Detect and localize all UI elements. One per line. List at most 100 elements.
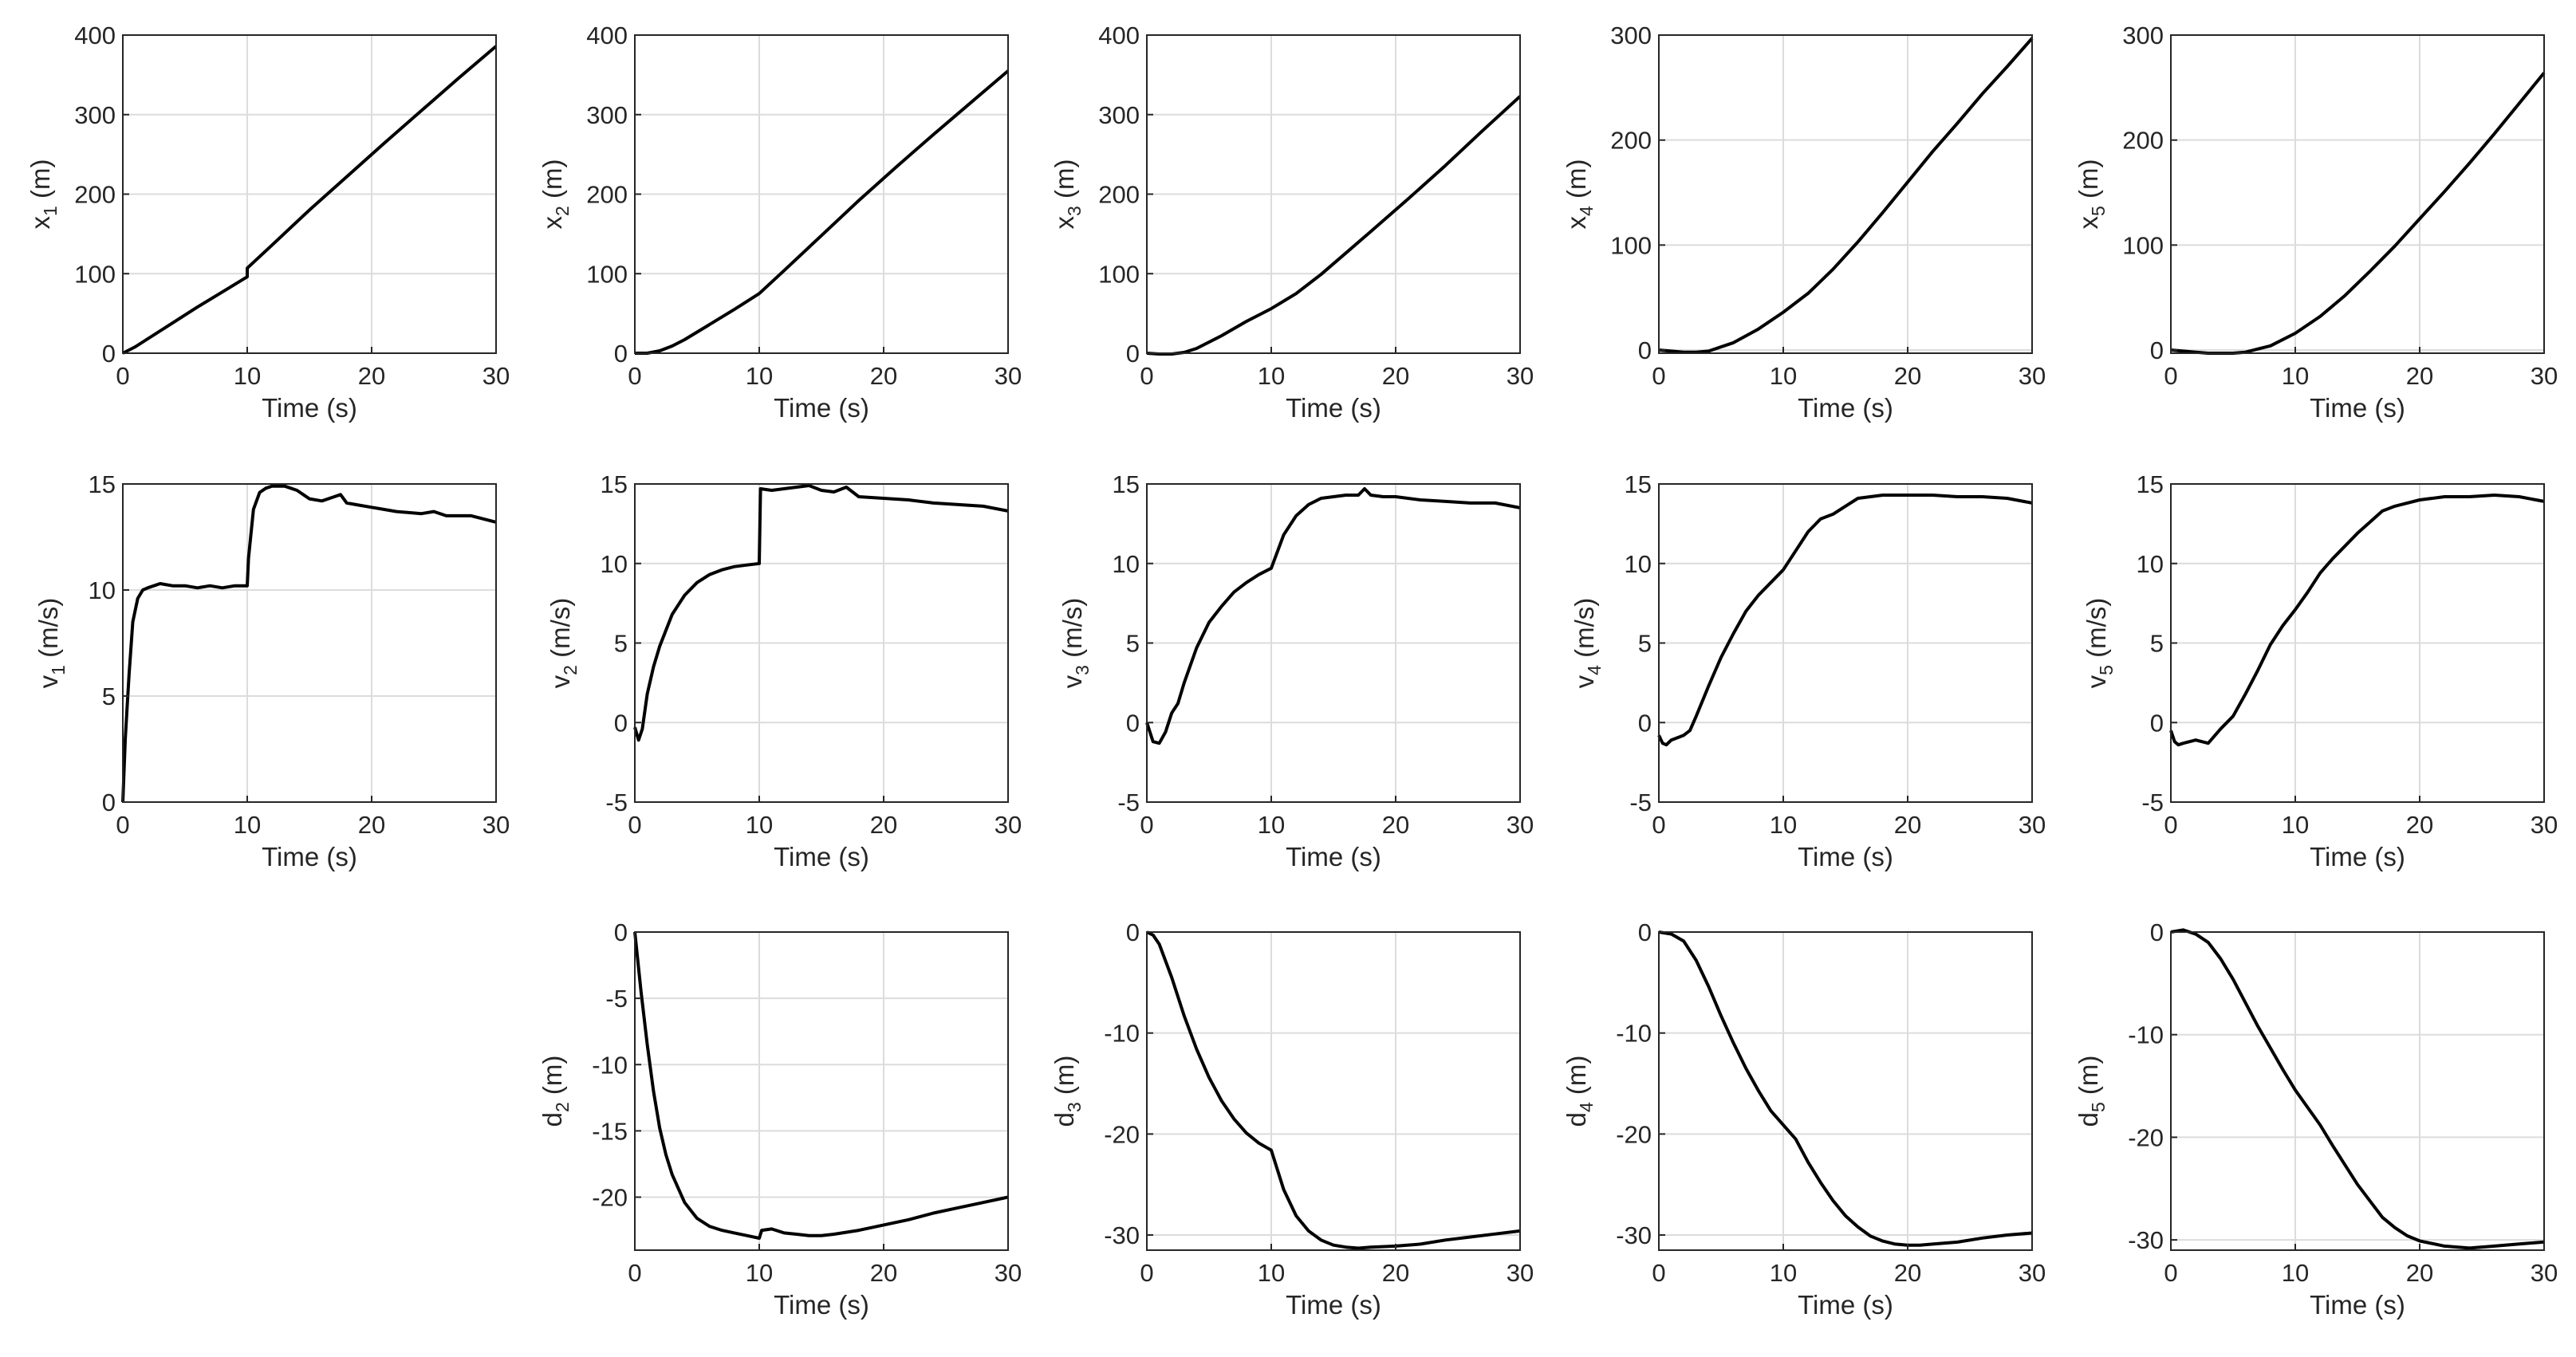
y-tick-label: 5 [614,630,628,658]
y-axis-label-unit: (m/s) [2082,598,2111,665]
x-tick-label: 30 [995,1259,1022,1287]
y-tick-label: -20 [592,1184,628,1212]
y-axis-label-subscript: 4 [1576,1102,1597,1112]
x-tick-label: 20 [1382,1259,1409,1287]
y-axis-label-unit: (m/s) [546,598,575,665]
x-tick-label: 30 [1507,811,1534,839]
axes-box [122,483,497,803]
x-axis-label: Time (s) [1286,842,1381,871]
series-line-d_5 [2170,928,2545,1250]
y-axis-label-base: v [33,675,63,688]
axes-box [1658,34,2033,354]
series-line-d_3 [1146,930,1521,1250]
x-tick-label: 30 [995,362,1022,390]
x-tick-label: 0 [1652,362,1665,390]
y-tick-label: 100 [74,260,116,288]
y-axis-label-unit: (m/s) [1570,598,1599,665]
y-tick-label: 400 [586,22,628,49]
x-tick-label: 30 [2531,1259,2558,1287]
y-tick-label: 15 [601,470,628,498]
y-tick-label: 10 [1113,550,1140,578]
x-tick-label: 20 [2406,362,2433,390]
x-tick-label: 30 [483,811,510,839]
x-axis-label: Time (s) [262,842,357,871]
y-axis-label-unit: (m) [1562,1056,1591,1103]
y-axis-label-subscript: 3 [1064,206,1085,216]
x-tick-label: 20 [1894,1259,1921,1287]
y-tick-label: 0 [1126,340,1140,368]
y-axis-label-subscript: 1 [48,665,69,675]
subplot-d5: 0 10 20 30 -30 -20 -10 0 Time (s) d5 (m) [2074,918,2558,1320]
y-tick-label: 0 [1638,709,1652,737]
x-tick-label: 0 [628,362,641,390]
x-axis-label: Time (s) [1798,842,1893,871]
axes-box [2170,34,2545,354]
y-axis-label-unit: (m) [2074,1056,2103,1103]
y-axis-label-unit: (m) [538,159,567,206]
y-axis-label-unit: (m) [1050,159,1079,206]
x-axis-label: Time (s) [1798,1290,1893,1320]
series-line-d_2 [633,931,1009,1240]
y-tick-label: 15 [1113,470,1140,498]
y-axis-label-base: x [538,215,567,229]
y-tick-label: 300 [586,101,628,129]
y-axis-label-subscript: 2 [552,1102,573,1112]
x-tick-label: 30 [1507,1259,1534,1287]
y-tick-label: 100 [2122,231,2164,259]
y-tick-label: 0 [2150,709,2164,737]
x-axis-label: Time (s) [1286,393,1381,423]
series-line-v_3 [1145,487,1521,745]
y-axis-label-base: v [546,675,575,688]
series-line-v_1 [121,484,497,803]
x-axis-label: Time (s) [2310,842,2405,871]
y-tick-label: 400 [74,22,116,49]
y-tick-label: 0 [1126,709,1140,737]
y-tick-label: -5 [605,985,628,1013]
series-line-x_5 [2170,72,2546,355]
x-tick-label: 10 [234,362,261,390]
x-tick-label: 10 [1770,1259,1797,1287]
y-axis-label: v5 (m/s) [2082,598,2117,689]
y-tick-label: 5 [1638,630,1652,658]
y-tick-label: -10 [1104,1020,1140,1048]
subplot-d3: 0 10 20 30 -30 -20 -10 0 Time (s) d3 (m) [1050,918,1534,1320]
y-tick-label: 300 [74,101,116,129]
y-axis-label-base: x [2074,215,2103,229]
x-tick-label: 10 [1258,1259,1285,1287]
y-tick-label: 100 [586,260,628,288]
x-tick-label: 10 [2282,811,2309,839]
x-tick-label: 20 [1894,362,1921,390]
y-axis-label: x2 (m) [538,159,573,230]
y-tick-label: 0 [1638,336,1652,364]
x-tick-label: 20 [870,811,897,839]
x-tick-label: 30 [995,811,1022,839]
x-tick-label: 0 [2164,811,2177,839]
y-tick-label: 10 [2137,550,2164,578]
y-tick-label: -5 [1117,789,1140,816]
y-axis-label: x3 (m) [1050,159,1085,230]
y-axis-label-base: d [538,1112,567,1127]
y-tick-label: 10 [601,550,628,578]
y-tick-label: 5 [1126,630,1140,658]
y-axis-label: x4 (m) [1562,159,1597,230]
y-tick-label: -30 [1616,1221,1652,1249]
x-tick-label: 20 [358,811,385,839]
y-axis-label-subscript: 2 [552,206,573,216]
y-tick-label: -5 [605,789,628,816]
subplot-d4: 0 10 20 30 -30 -20 -10 0 Time (s) d4 (m) [1562,918,2046,1320]
y-axis-label-unit: (m/s) [1058,598,1087,665]
x-tick-label: 20 [870,362,897,390]
x-axis-label: Time (s) [1798,393,1893,423]
x-tick-label: 30 [2531,362,2558,390]
x-tick-label: 0 [1140,1259,1153,1287]
y-axis-label-base: d [1562,1112,1591,1127]
y-axis-label-unit: (m) [2074,159,2103,206]
y-tick-label: 100 [1610,231,1652,259]
y-axis-label-subscript: 1 [40,206,61,216]
series-line-d_4 [1658,930,2033,1247]
subplot-d2: 0 10 20 30 -20 -15 -10 -5 0 Time (s) d2 (m) [538,918,1022,1320]
y-axis-label-base: x [1050,215,1079,229]
y-axis-label: x1 (m) [26,159,61,230]
